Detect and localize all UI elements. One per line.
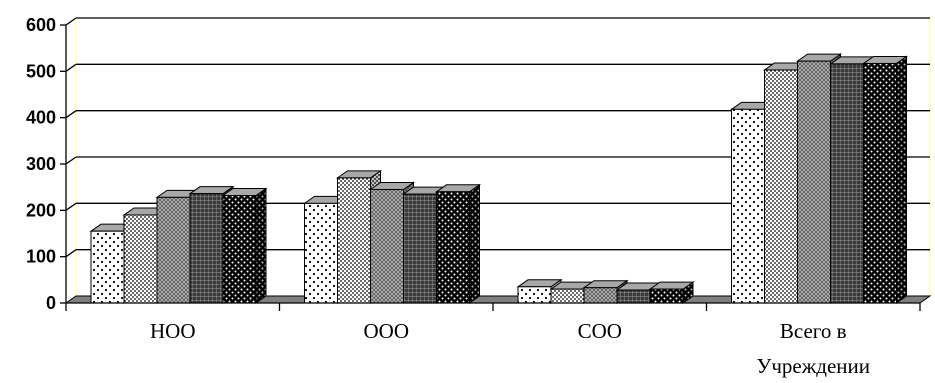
y-tick-label: 500 — [26, 61, 56, 81]
y-tick-label: 100 — [26, 247, 56, 267]
gridline-diagonal — [65, 156, 77, 165]
x-tick-label: СОО — [578, 319, 622, 343]
y-tick-label: 600 — [26, 15, 56, 35]
bar-front — [731, 108, 765, 304]
gridline-diagonal — [65, 249, 77, 258]
bar-side-shade — [256, 188, 266, 303]
x-tick-label: Учреждении — [757, 354, 870, 378]
y-tick-label: 400 — [26, 108, 56, 128]
bar-3-4 — [861, 55, 909, 304]
bar-front — [517, 286, 552, 304]
bar-front — [649, 288, 684, 304]
gridline-diagonal — [65, 202, 77, 211]
y-tick-label: 200 — [26, 200, 56, 220]
bar-front — [222, 195, 257, 304]
bars — [89, 53, 909, 304]
bar-front — [797, 60, 831, 304]
bar-front — [403, 193, 437, 304]
bar-side-shade — [683, 282, 693, 303]
gridline-diagonal — [65, 17, 77, 26]
x-tick-label: НОО — [150, 319, 196, 343]
y-tick-label: 300 — [26, 154, 56, 174]
bar-front — [550, 288, 585, 304]
bar-front — [337, 177, 371, 304]
x-tick-label: ООО — [364, 319, 410, 343]
tick-labels: 0 100 200 300 400 500 600 НОО ООО СОО Всего в Учреж… — [26, 15, 870, 378]
gridline-diagonal — [65, 63, 77, 72]
bar-front — [830, 63, 864, 304]
bar-front — [189, 193, 224, 304]
bar-0-4 — [221, 187, 268, 304]
bar-front — [863, 62, 897, 304]
bar-front — [436, 191, 470, 304]
bar-front — [304, 202, 338, 304]
bar-front — [370, 188, 404, 304]
bar-front — [123, 214, 158, 304]
bar-2-4 — [648, 281, 695, 304]
bar-front — [156, 196, 191, 304]
axes — [60, 24, 921, 311]
bar-side-shade — [469, 184, 480, 303]
bar-front — [90, 230, 125, 304]
y-tick-label: 0 — [46, 293, 56, 313]
bar-front — [616, 289, 651, 304]
gridline-diagonal — [65, 110, 77, 119]
x-tick-label: Всего в — [780, 319, 847, 343]
bar-1-4 — [434, 183, 482, 304]
bar-front — [583, 287, 618, 304]
bar-front — [764, 69, 798, 304]
bar-side-shade — [896, 56, 907, 303]
